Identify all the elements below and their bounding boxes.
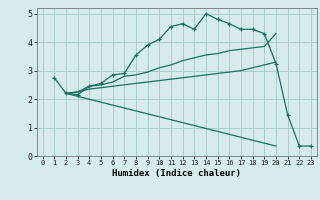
X-axis label: Humidex (Indice chaleur): Humidex (Indice chaleur) [112,169,241,178]
